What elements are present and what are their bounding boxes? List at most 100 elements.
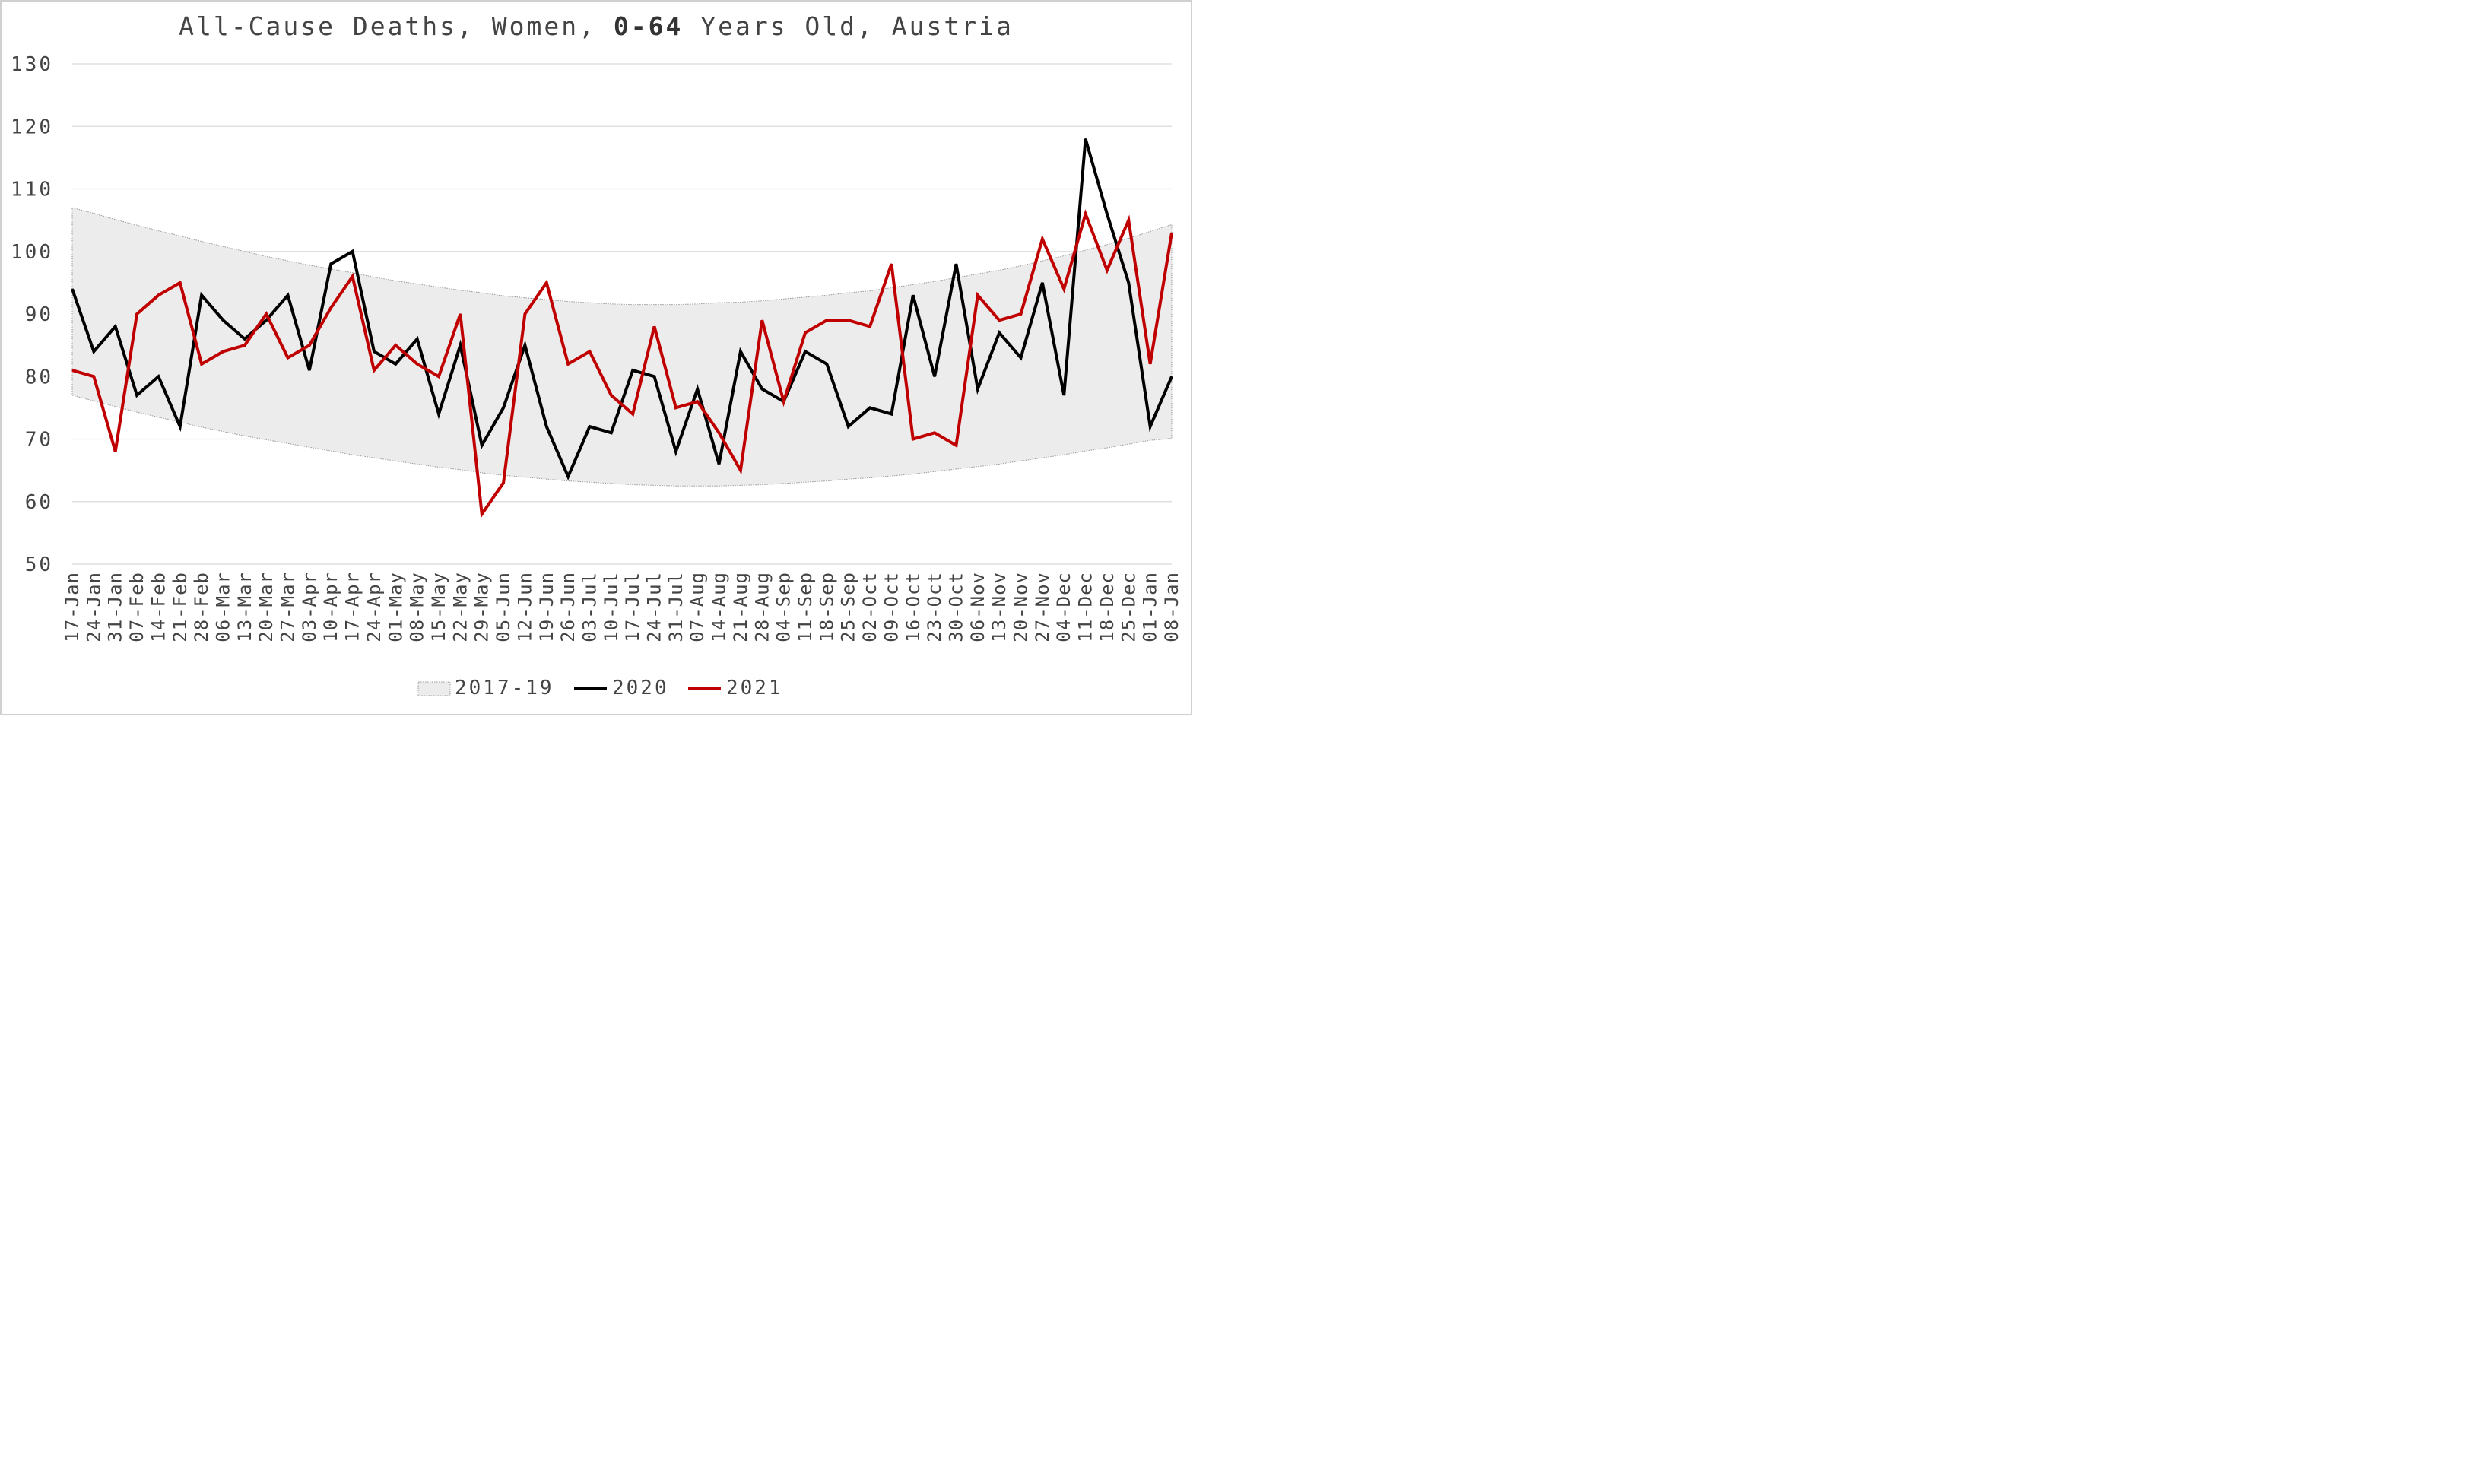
point-2020-07-Aug <box>697 388 698 390</box>
x-tick-label: 10-Apr <box>320 572 341 642</box>
chart-title-part-3: Years Old, Austria <box>683 11 1014 41</box>
point-2020-31-Jul <box>675 451 677 452</box>
y-tick-label: 50 <box>25 553 53 576</box>
point-2021-30-Oct <box>955 445 957 446</box>
point-2020-24-Apr <box>373 350 375 352</box>
point-2021-21-Aug <box>740 470 741 471</box>
x-tick-label: 13-Mar <box>234 572 255 642</box>
x-tick-label: 26-Jun <box>557 572 579 642</box>
point-2020-22-May <box>459 344 461 346</box>
legend: 2017-19 2020 2021 <box>417 677 783 699</box>
point-2020-01-May <box>395 363 396 365</box>
x-tick-label: 04-Dec <box>1053 572 1074 642</box>
legend-label-2021: 2021 <box>726 677 783 699</box>
x-tick-label: 22-May <box>449 572 471 642</box>
x-tick-label: 28-Feb <box>191 572 212 642</box>
x-tick-label: 20-Nov <box>1011 572 1032 642</box>
point-2020-10-Apr <box>330 263 332 265</box>
point-2021-20-Mar <box>265 313 267 315</box>
x-tick-label: 12-Jun <box>514 572 535 642</box>
y-tick-label: 120 <box>11 116 53 138</box>
x-tick-label: 30-Oct <box>945 572 966 642</box>
point-2021-24-Jul <box>653 325 655 328</box>
point-2020-06-Mar <box>222 319 224 321</box>
point-2021-21-Feb <box>179 282 181 284</box>
x-tick-label: 11-Sep <box>795 572 816 642</box>
x-tick-label: 08-May <box>407 572 428 642</box>
x-tick-label: 13-Nov <box>988 572 1010 642</box>
point-2021-06-Nov <box>977 294 979 296</box>
x-tick-label: 31-Jan <box>105 572 126 642</box>
chart-frame <box>0 0 1192 715</box>
point-2021-02-Oct <box>869 325 871 328</box>
chart-title: All-Cause Deaths, Women, 0-64 Years Old,… <box>179 11 1014 41</box>
x-tick-label: 27-Mar <box>278 572 299 642</box>
point-2020-29-May <box>481 445 483 446</box>
y-tick-label: 110 <box>11 179 53 201</box>
x-tick-label: 25-Dec <box>1118 572 1139 642</box>
point-2021-07-Feb <box>136 313 138 315</box>
point-2021-03-Jul <box>589 350 591 352</box>
band-layer <box>71 207 1173 487</box>
point-2021-28-Aug <box>761 319 763 321</box>
point-2020-06-Nov <box>977 388 979 390</box>
x-tick-label: 23-Oct <box>924 572 945 642</box>
point-2021-18-Dec <box>1106 269 1108 271</box>
x-tick-label: 17-Jul <box>622 572 643 642</box>
x-tick-label: 11-Dec <box>1075 572 1096 642</box>
point-2021-20-Nov <box>1020 313 1022 315</box>
x-tick-label: 18-Sep <box>816 572 837 642</box>
point-2020-27-Mar <box>287 294 289 296</box>
point-2020-20-Nov <box>1020 357 1022 359</box>
x-tick-label: 10-Jul <box>601 572 622 642</box>
x-tick-label: 03-Apr <box>299 572 320 642</box>
point-2020-31-Jan <box>115 325 116 328</box>
x-tick-label: 14-Feb <box>148 572 169 642</box>
x-tick-label: 21-Feb <box>170 572 191 642</box>
x-tick-label: 01-May <box>385 572 406 642</box>
point-2020-30-Oct <box>955 263 957 265</box>
chart: All-Cause Deaths, Women, 0-64 Years Old,… <box>0 0 1192 715</box>
point-2021-08-Jan <box>1171 232 1173 233</box>
point-2021-22-May <box>459 313 461 315</box>
series-line-2021 <box>71 209 1173 518</box>
x-tick-label: 24-Jan <box>83 572 104 642</box>
point-2021-26-Jun <box>567 363 569 365</box>
x-tick-label: 06-Mar <box>212 572 233 642</box>
x-tick-label: 14-Aug <box>709 572 730 642</box>
band-2017-19 <box>71 207 1173 487</box>
point-2021-07-Aug <box>697 401 698 402</box>
x-tick-label: 06-Nov <box>967 572 988 642</box>
x-tick-label: 05-Jun <box>493 572 514 642</box>
x-tick-label: 20-Mar <box>255 572 277 642</box>
point-2020-21-Aug <box>740 350 741 352</box>
x-tick-label: 01-Jan <box>1140 572 1161 642</box>
point-2020-17-Jan <box>71 288 73 290</box>
point-2021-01-May <box>395 344 396 346</box>
point-2021-27-Mar <box>287 357 289 359</box>
point-2021-09-Oct <box>890 263 893 265</box>
y-axis-ticks: 50 60 70 80 90 100 110 120 130 <box>11 53 53 576</box>
point-2021-25-Sep <box>848 319 849 321</box>
point-2021-31-Jan <box>115 451 116 452</box>
point-2021-29-May <box>481 513 483 515</box>
point-2020-25-Dec <box>1128 282 1129 284</box>
x-tick-label: 18-Dec <box>1096 572 1118 642</box>
x-tick-label: 15-May <box>428 572 449 642</box>
point-2021-14-Feb <box>157 294 160 296</box>
point-2020-24-Jul <box>653 376 655 377</box>
chart-title-part-1: All-Cause Deaths, Women, <box>179 11 614 41</box>
point-2021-17-Apr <box>351 276 354 277</box>
point-2020-13-Nov <box>998 332 1000 334</box>
y-tick-label: 60 <box>25 491 53 514</box>
y-tick-label: 80 <box>25 366 53 388</box>
point-2020-20-Mar <box>265 319 267 321</box>
point-2021-06-Mar <box>222 350 224 352</box>
point-2021-17-Jan <box>71 369 73 371</box>
x-tick-label: 21-Aug <box>730 572 751 642</box>
point-2020-28-Aug <box>761 388 763 390</box>
x-tick-label: 27-Nov <box>1032 572 1053 642</box>
point-2020-11-Sep <box>804 350 806 352</box>
x-tick-label: 04-Sep <box>773 572 795 642</box>
x-tick-label: 07-Aug <box>687 572 708 642</box>
